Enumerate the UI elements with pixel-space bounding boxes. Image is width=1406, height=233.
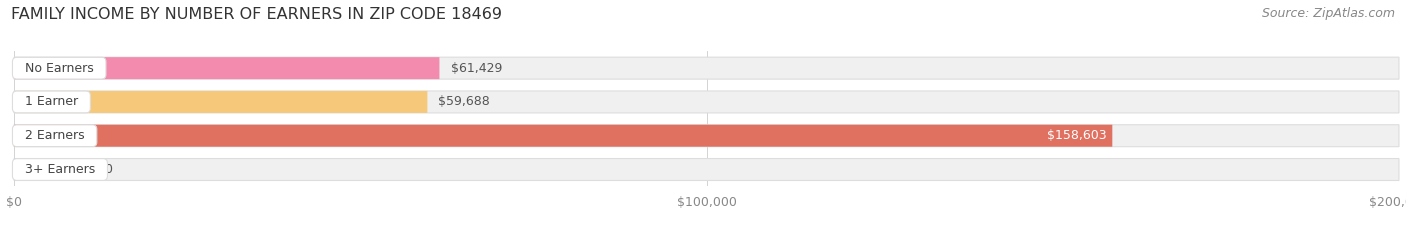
- Text: $158,603: $158,603: [1047, 129, 1107, 142]
- Text: $59,688: $59,688: [439, 96, 491, 108]
- FancyBboxPatch shape: [14, 91, 1399, 113]
- FancyBboxPatch shape: [14, 57, 440, 79]
- FancyBboxPatch shape: [14, 158, 69, 181]
- FancyBboxPatch shape: [14, 91, 427, 113]
- FancyBboxPatch shape: [14, 158, 1399, 181]
- Text: $0: $0: [97, 163, 112, 176]
- FancyBboxPatch shape: [14, 125, 1399, 147]
- Text: FAMILY INCOME BY NUMBER OF EARNERS IN ZIP CODE 18469: FAMILY INCOME BY NUMBER OF EARNERS IN ZI…: [11, 7, 502, 22]
- FancyBboxPatch shape: [14, 57, 1399, 79]
- FancyBboxPatch shape: [14, 125, 1112, 147]
- Text: 3+ Earners: 3+ Earners: [17, 163, 103, 176]
- Text: 2 Earners: 2 Earners: [17, 129, 93, 142]
- Text: No Earners: No Earners: [17, 62, 101, 75]
- Text: 1 Earner: 1 Earner: [17, 96, 86, 108]
- Text: $61,429: $61,429: [450, 62, 502, 75]
- Text: Source: ZipAtlas.com: Source: ZipAtlas.com: [1261, 7, 1395, 20]
